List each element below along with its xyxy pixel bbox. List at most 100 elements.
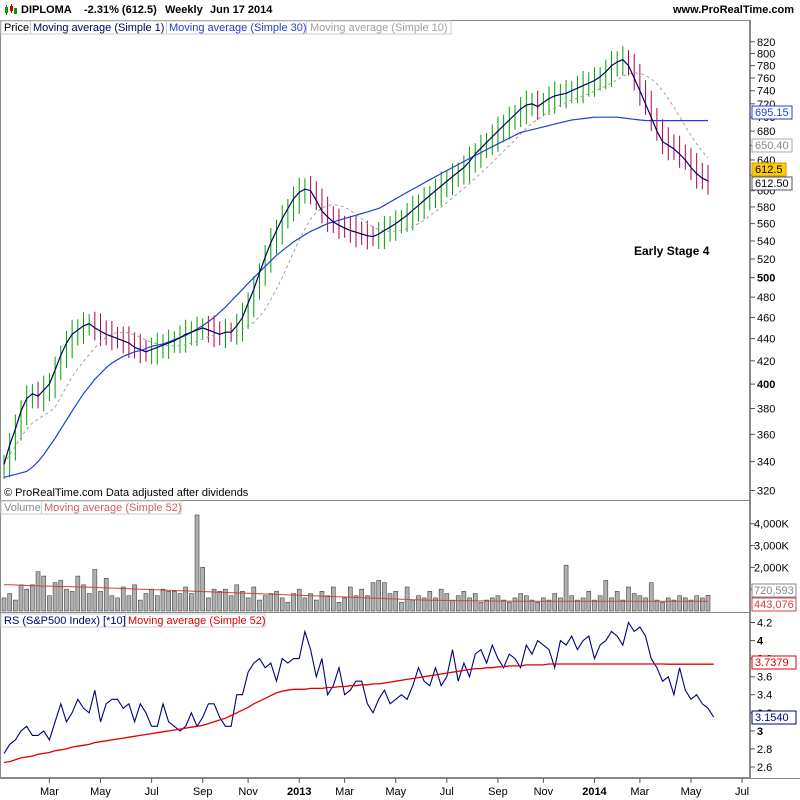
price-axis-label: 460 bbox=[757, 312, 775, 324]
volume-bar bbox=[223, 588, 228, 612]
volume-bar bbox=[688, 599, 694, 612]
price-axis-label: 820 bbox=[757, 37, 775, 49]
volume-bar bbox=[501, 599, 506, 612]
volume-bar bbox=[467, 597, 472, 612]
volume-bar bbox=[433, 597, 438, 612]
volume-bar bbox=[592, 599, 597, 612]
volume-bar bbox=[348, 586, 353, 612]
volume-bar bbox=[484, 599, 489, 612]
volume-bar bbox=[546, 599, 552, 612]
rs-ma-tag-value: 3.7379 bbox=[755, 657, 789, 669]
volume-bar bbox=[149, 588, 154, 612]
volume-bar bbox=[700, 597, 705, 612]
volume-bar bbox=[609, 597, 614, 612]
legend-price: Price bbox=[4, 22, 29, 34]
volume-bar bbox=[626, 586, 631, 612]
volume-bar bbox=[382, 582, 387, 612]
volume-bar bbox=[103, 577, 109, 612]
volume-last-tag: 720,593 bbox=[751, 583, 797, 598]
price-axis-label: 400 bbox=[757, 379, 775, 391]
volume-bar bbox=[455, 595, 461, 612]
volume-bar bbox=[518, 593, 523, 612]
x-axis-label: Jul bbox=[440, 786, 454, 798]
volume-bar bbox=[13, 599, 18, 612]
rs-panel[interactable] bbox=[0, 612, 750, 778]
volume-bar bbox=[671, 599, 677, 612]
x-axis-label: Mar bbox=[40, 786, 59, 798]
price-panel[interactable] bbox=[0, 20, 750, 501]
volume-bar bbox=[359, 588, 364, 612]
legend-ma10[interactable]: Moving average (Simple 10) bbox=[310, 22, 448, 34]
legend-ma1[interactable]: Moving average (Simple 1) bbox=[33, 22, 164, 34]
price-axis-label: 480 bbox=[757, 292, 775, 304]
volume-bar bbox=[495, 595, 501, 612]
legend-volume-ma52[interactable]: Moving average (Simple 52) bbox=[44, 502, 182, 514]
volume-bar bbox=[251, 586, 257, 612]
last-price-tag-value: 612.5 bbox=[755, 164, 783, 176]
volume-bar bbox=[217, 591, 223, 612]
rs-ma52-line bbox=[3, 663, 714, 764]
volume-bar bbox=[137, 599, 143, 612]
volume-bar bbox=[677, 595, 682, 612]
x-axis-label: Nov bbox=[534, 786, 554, 798]
volume-bar bbox=[393, 591, 399, 612]
volume-bar bbox=[489, 597, 495, 612]
rs-legend: RS (S&P500 Index) [*10] Moving average (… bbox=[0, 613, 266, 628]
legend-ma30[interactable]: Moving average (Simple 30) bbox=[169, 22, 307, 34]
legend-rs-ma52[interactable]: Moving average (Simple 52) bbox=[128, 615, 266, 627]
volume-axis-label: 3,000K bbox=[754, 541, 790, 553]
volume-bar bbox=[552, 593, 558, 612]
volume-bar bbox=[166, 591, 171, 612]
rs-last-tag-value: 3.1540 bbox=[755, 712, 789, 724]
volume-bar bbox=[296, 588, 302, 612]
volume-bar bbox=[353, 595, 359, 612]
volume-bar bbox=[631, 593, 637, 612]
volume-bar bbox=[444, 593, 450, 612]
ma1-line bbox=[3, 58, 709, 465]
price-axis-label: 440 bbox=[757, 334, 775, 346]
rs-axis-label: 2.8 bbox=[757, 744, 772, 756]
ma10-tag-value: 650.40 bbox=[755, 140, 789, 152]
title-bar: DIPLOMA -2.31% (612.5) Weekly Jun 17 201… bbox=[0, 0, 800, 20]
volume-bar bbox=[47, 595, 52, 612]
volume-bar bbox=[580, 597, 586, 612]
volume-bar bbox=[365, 595, 370, 612]
volume-bar bbox=[427, 591, 433, 612]
volume-bar bbox=[245, 597, 251, 612]
volume-last-tag-value: 720,593 bbox=[754, 585, 794, 597]
volume-bar bbox=[336, 601, 342, 612]
rs-axis-label: 2.6 bbox=[757, 762, 772, 774]
volume-bar bbox=[126, 595, 132, 612]
price-axis-label: 340 bbox=[757, 457, 775, 469]
volume-bar bbox=[18, 584, 24, 612]
volume-bar bbox=[160, 588, 166, 612]
volume-bar bbox=[302, 597, 308, 612]
x-axis-label: Sep bbox=[488, 786, 508, 798]
volume-bar bbox=[694, 595, 699, 612]
volume-axis-label: 2,000K bbox=[754, 562, 790, 574]
volume-bar bbox=[24, 588, 30, 612]
volume-bar bbox=[575, 599, 580, 612]
volume-bar bbox=[1, 597, 7, 612]
volume-bar bbox=[654, 599, 660, 612]
volume-bar bbox=[240, 591, 245, 612]
site-url[interactable]: www.ProRealTime.com bbox=[672, 4, 794, 16]
volume-bar bbox=[291, 593, 296, 612]
volume-bar bbox=[603, 580, 609, 612]
price-axis-label: 540 bbox=[757, 236, 775, 248]
legend-rs[interactable]: RS (S&P500 Index) [*10] bbox=[4, 615, 126, 627]
close-price-tag: 612.50 bbox=[751, 176, 793, 191]
footer-note: © ProRealTime.com Data adjusted after di… bbox=[4, 487, 249, 499]
rs-axis-label: 4 bbox=[757, 636, 764, 648]
volume-bar bbox=[524, 595, 529, 612]
volume-bar bbox=[308, 593, 313, 612]
instrument-symbol: DIPLOMA bbox=[21, 4, 72, 16]
volume-bar bbox=[421, 597, 427, 612]
volume-bar bbox=[330, 586, 336, 612]
price-axis-label: 680 bbox=[757, 126, 775, 138]
stage-annotation: Early Stage 4 bbox=[634, 244, 710, 258]
rs-last-tag: 3.1540 bbox=[751, 710, 797, 725]
volume-bar bbox=[200, 567, 206, 612]
volume-bar bbox=[7, 593, 12, 612]
